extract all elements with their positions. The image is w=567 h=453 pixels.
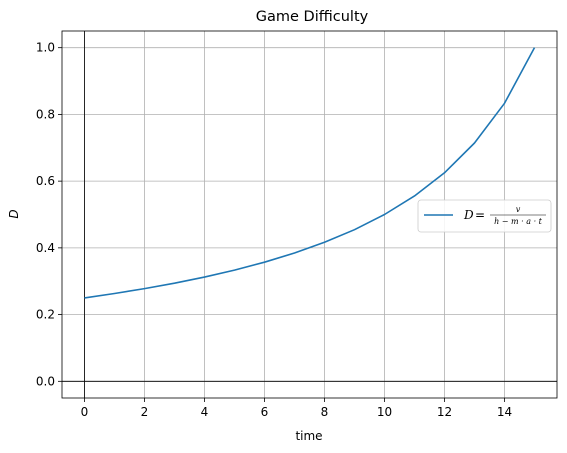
y-tick-label: 0.6	[36, 174, 55, 188]
y-tick-label: 1.0	[36, 41, 55, 55]
x-tick-label: 14	[497, 405, 512, 419]
legend: D = v h − m · a · t	[417, 199, 552, 233]
chart-title: Game Difficulty	[256, 9, 369, 25]
series-line	[84, 47, 536, 299]
x-tick-label: 12	[437, 405, 452, 419]
x-tick-label: 0	[81, 405, 89, 419]
x-tick-label: 8	[321, 405, 329, 419]
x-tick-label: 4	[201, 405, 209, 419]
legend-numerator: v	[516, 205, 521, 214]
legend-box	[417, 199, 552, 233]
x-tick-label: 6	[261, 405, 269, 419]
y-tick-label: 0.4	[36, 241, 55, 255]
y-tick-label: 0.0	[36, 374, 55, 388]
legend-equals: =	[475, 208, 485, 222]
y-tick-label: 0.8	[36, 107, 55, 121]
y-ticks: 0.0 0.2 0.4 0.6 0.8 1.0	[36, 41, 62, 388]
x-axis-label: time	[295, 429, 322, 443]
reference-lines	[62, 31, 557, 398]
y-axis-label: D	[7, 209, 21, 218]
legend-denominator: h − m · a · t	[494, 217, 543, 226]
x-tick-label: 2	[141, 405, 149, 419]
x-tick-label: 10	[377, 405, 392, 419]
x-ticks: 0 2 4 6 8 10 12 14	[81, 398, 512, 419]
y-tick-label: 0.2	[36, 308, 55, 322]
plot-frame	[61, 30, 558, 399]
legend-lhs: D	[463, 208, 474, 222]
series-group	[84, 47, 536, 299]
